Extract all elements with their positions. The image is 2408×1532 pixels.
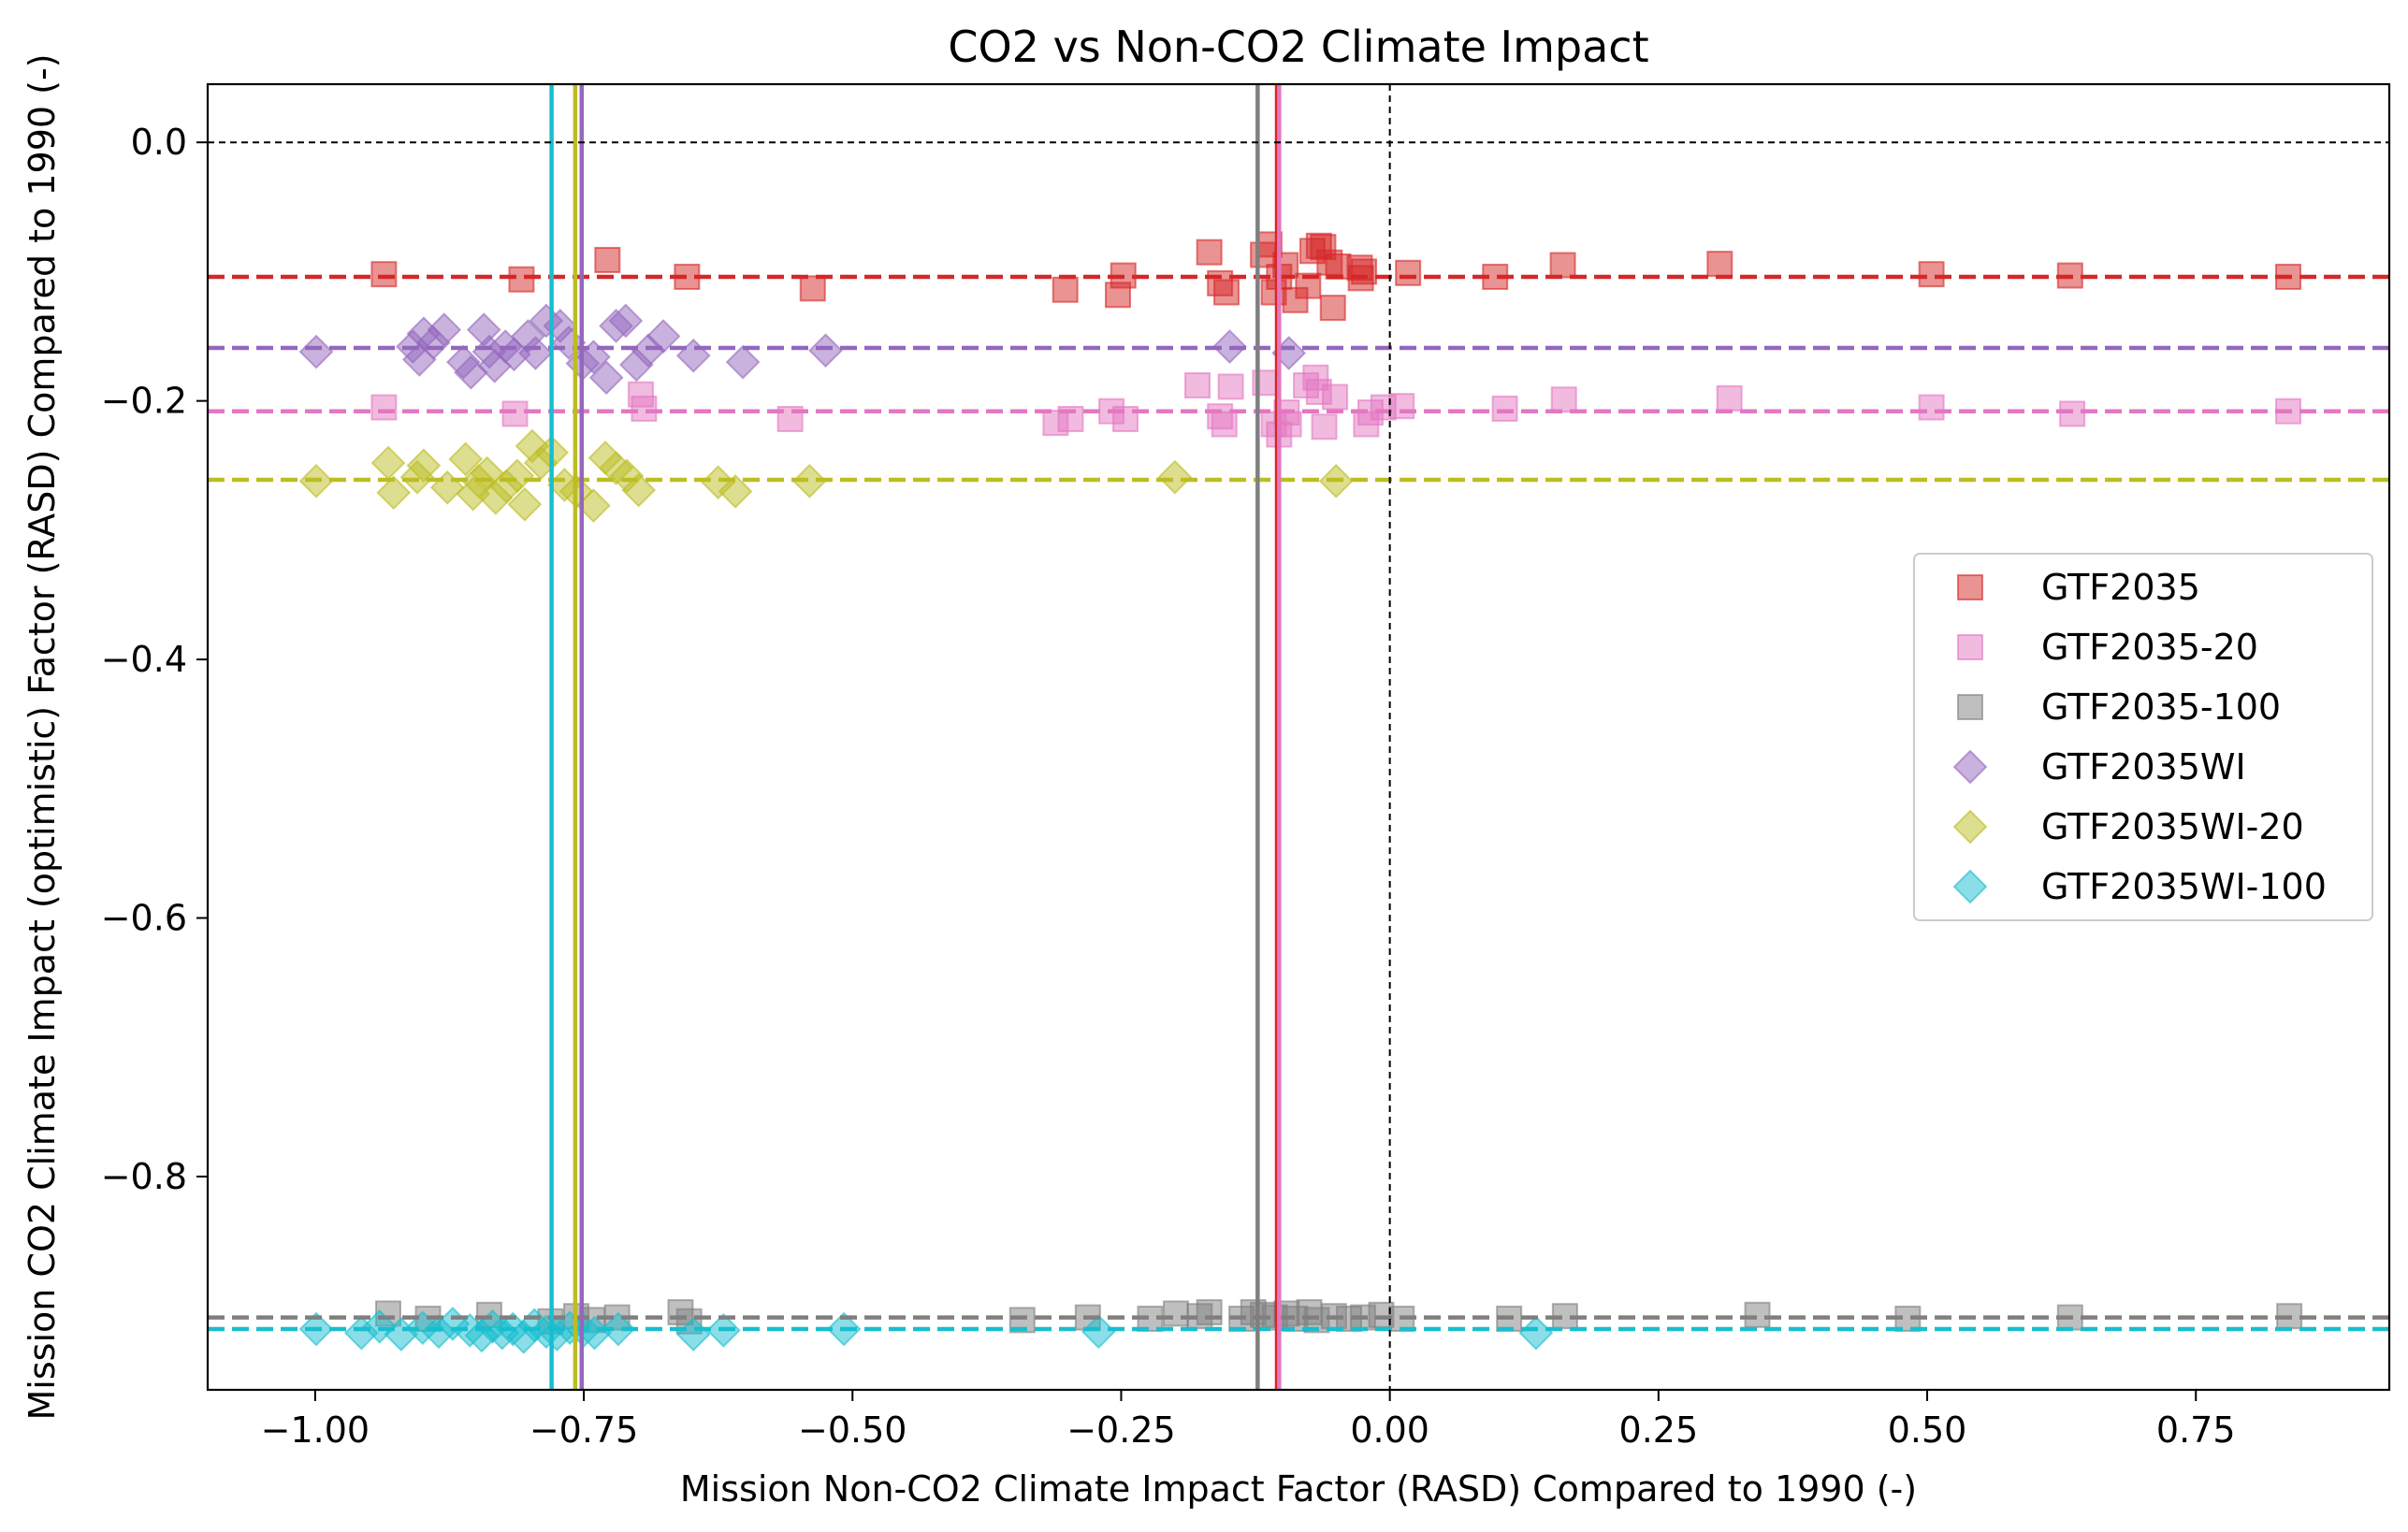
- data-point: [507, 486, 543, 522]
- legend-marker: [1952, 809, 1988, 845]
- x-tick-label: 0.75: [2156, 1409, 2236, 1451]
- legend-label: GTF2035-20: [2041, 627, 2258, 668]
- data-point: [808, 333, 843, 369]
- x-tick-label: 0.25: [1619, 1409, 1699, 1451]
- legend-label: GTF2035: [2041, 567, 2200, 608]
- y-tick-label: 0.0: [131, 122, 187, 163]
- legend-label: GTF2035WI: [2041, 746, 2246, 788]
- chart-title: CO2 vs Non-CO2 Climate Impact: [948, 22, 1648, 72]
- series-gtf2035: [370, 231, 2302, 322]
- data-point: [799, 275, 826, 302]
- data-point: [1211, 411, 1238, 438]
- data-point: [1196, 1299, 1223, 1326]
- data-point: [427, 312, 462, 348]
- plot-frame: [206, 82, 2391, 1392]
- x-tick-label: 0.50: [1888, 1409, 1967, 1451]
- data-point: [1918, 261, 1945, 288]
- data-point: [621, 472, 657, 508]
- data-point: [1184, 372, 1211, 399]
- legend-marker: [1952, 749, 1988, 785]
- y-axis-ticks: 0.0 −0.2 −0.4 −0.6 −0.8: [101, 122, 208, 1197]
- data-point: [1052, 276, 1079, 303]
- y-tick-label: −0.8: [101, 1156, 187, 1197]
- data-point: [1388, 393, 1415, 420]
- data-point: [1217, 373, 1244, 400]
- data-point: [1319, 295, 1346, 322]
- data-point: [1311, 413, 1338, 441]
- legend-marker: [1952, 869, 1988, 904]
- data-point: [1163, 1300, 1190, 1327]
- legend-marker: [1957, 634, 1983, 660]
- x-tick-label: −0.75: [529, 1409, 638, 1451]
- data-point: [370, 261, 398, 288]
- data-point: [406, 448, 442, 484]
- data-point: [601, 1311, 636, 1347]
- data-point: [2059, 400, 2086, 427]
- series-gtf2035wi: [298, 303, 1307, 396]
- data-point: [588, 360, 624, 396]
- legend-box: [1913, 553, 2373, 921]
- y-axis-label: Mission CO2 Climate Impact (optimistic) …: [22, 53, 63, 1420]
- x-axis-ticks: −1.00 −0.75 −0.50 −0.25 0.00 0.25 0.50 0.75: [261, 1390, 2236, 1451]
- data-point: [370, 394, 398, 421]
- data-point: [1213, 279, 1240, 306]
- data-point: [1744, 1301, 1771, 1328]
- legend-marker: [1957, 574, 1983, 600]
- data-point: [631, 395, 658, 422]
- legend: GTF2035 GTF2035-20 GTF2035-100 GTF2035WI GTF…: [1913, 553, 2373, 921]
- data-point: [1322, 383, 1349, 411]
- reference-lines: [208, 84, 2389, 1390]
- data-point: [718, 473, 753, 509]
- y-tick-label: −0.6: [101, 898, 187, 939]
- data-point: [1395, 259, 1422, 286]
- x-tick-label: −0.25: [1066, 1409, 1175, 1451]
- series-layer: [298, 231, 2303, 1354]
- data-point: [646, 319, 681, 354]
- x-tick-label: 0.00: [1350, 1409, 1429, 1451]
- data-point: [501, 400, 529, 427]
- data-point: [1081, 1314, 1116, 1350]
- data-point: [791, 463, 827, 499]
- data-point: [1549, 252, 1576, 279]
- data-point: [594, 246, 621, 273]
- y-tick-label: −0.4: [101, 639, 187, 680]
- data-point: [1918, 394, 1945, 421]
- data-point: [608, 303, 644, 339]
- data-point: [500, 458, 535, 494]
- data-point: [1550, 386, 1577, 413]
- data-point: [1351, 258, 1378, 285]
- legend-label: GTF2035WI-100: [2041, 866, 2327, 907]
- data-point: [1196, 238, 1223, 266]
- legend-marker: [1957, 694, 1983, 720]
- data-point: [376, 475, 412, 511]
- data-point: [448, 441, 484, 477]
- data-point: [508, 266, 535, 293]
- data-point: [1491, 395, 1518, 422]
- data-point: [1706, 251, 1733, 278]
- data-point: [1157, 459, 1193, 495]
- x-tick-label: −0.50: [798, 1409, 907, 1451]
- y-tick-label: −0.2: [101, 381, 187, 422]
- x-tick-label: −1.00: [261, 1409, 370, 1451]
- data-point: [1716, 384, 1743, 412]
- data-point: [725, 344, 761, 380]
- x-axis-label: Mission Non-CO2 Climate Impact Factor (R…: [680, 1468, 1917, 1510]
- legend-label: GTF2035-100: [2041, 687, 2281, 728]
- legend-label: GTF2035WI-20: [2041, 806, 2304, 847]
